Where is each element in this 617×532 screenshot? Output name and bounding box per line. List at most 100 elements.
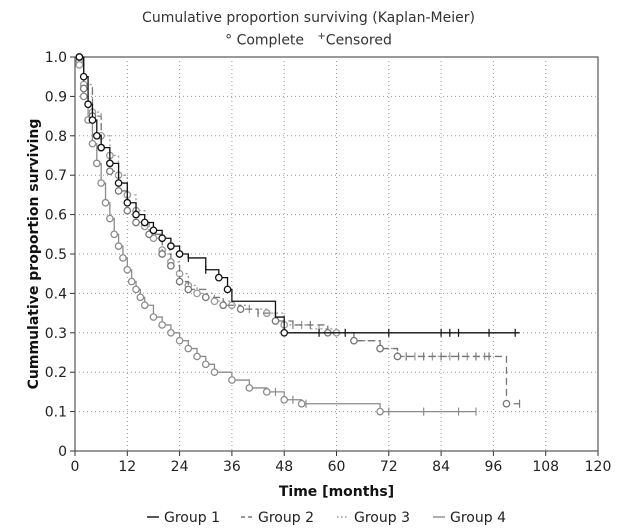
complete-marker	[88, 116, 97, 124]
complete-marker	[158, 250, 167, 258]
y-tick-label: 0.5	[45, 247, 67, 263]
x-tick-label: 72	[380, 459, 398, 475]
complete-marker	[79, 92, 88, 101]
x-tick-label: 36	[223, 459, 241, 475]
complete-marker	[228, 376, 236, 384]
complete-marker	[136, 293, 145, 302]
legend-item-3: Group 3	[337, 510, 410, 526]
complete-marker	[149, 226, 158, 235]
complete-marker	[114, 242, 123, 250]
complete-marker	[132, 210, 140, 219]
complete-marker	[92, 131, 101, 140]
complete-marker	[280, 328, 289, 337]
complete-marker	[97, 143, 106, 152]
y-tick-label: 0.6	[45, 208, 67, 224]
complete-marker	[158, 234, 167, 243]
x-tick-label: 0	[71, 459, 80, 475]
x-tick-label: 60	[328, 459, 346, 475]
complete-marker	[223, 285, 232, 294]
complete-marker	[75, 53, 84, 61]
x-tick-label: 84	[432, 459, 450, 475]
complete-marker	[175, 277, 184, 286]
complete-marker	[123, 198, 132, 207]
chart-title: Cumulative proportion surviving (Kaplan-…	[142, 10, 475, 26]
x-axis-title: Time [months]	[279, 484, 394, 500]
complete-marker	[106, 214, 114, 223]
complete-marker: °	[225, 32, 233, 49]
legend-item-1: Group 1	[147, 510, 220, 526]
complete-marker	[84, 100, 92, 109]
complete-marker	[106, 159, 114, 168]
complete-marker	[101, 198, 110, 207]
legend-label: Group 3	[354, 510, 410, 526]
complete-marker	[92, 159, 101, 168]
series-group-1	[75, 53, 520, 337]
complete-marker	[193, 289, 201, 298]
complete-marker	[167, 328, 175, 337]
legend-label: Group 4	[450, 510, 506, 526]
complete-marker	[132, 285, 140, 294]
complete-marker	[201, 293, 210, 302]
complete-marker	[175, 336, 184, 345]
censored-marker: +	[317, 31, 326, 42]
complete-marker	[114, 187, 123, 195]
complete-marker	[175, 250, 184, 258]
complete-marker	[149, 313, 158, 321]
complete-marker	[123, 265, 132, 274]
complete-marker	[88, 139, 97, 148]
y-tick-label: 0.4	[45, 286, 67, 302]
complete-marker	[393, 352, 402, 361]
x-tick-label: 12	[118, 459, 136, 475]
series-group-4	[75, 57, 477, 416]
complete-marker	[350, 336, 358, 345]
complete-marker	[110, 230, 119, 239]
complete-marker	[236, 305, 245, 314]
y-tick-label: 0.2	[45, 365, 67, 381]
censored-label: Censored	[325, 32, 392, 49]
complete-marker	[75, 61, 84, 69]
complete-marker	[210, 368, 219, 377]
y-tick-label: 0.9	[45, 89, 67, 105]
complete-marker	[280, 395, 289, 404]
complete-marker	[184, 285, 193, 294]
legend-label: Group 2	[258, 510, 314, 526]
complete-label: Complete	[236, 32, 305, 49]
y-tick-label: 0.7	[45, 168, 67, 184]
x-tick-label: 24	[171, 459, 189, 475]
complete-marker	[140, 218, 149, 227]
complete-marker	[262, 388, 271, 396]
complete-marker	[271, 317, 280, 325]
survival-curve	[79, 64, 494, 358]
x-tick-label: 108	[532, 459, 559, 475]
complete-marker	[193, 352, 201, 361]
complete-marker	[376, 407, 384, 416]
legend-item-4: Group 4	[433, 510, 506, 526]
complete-marker	[167, 261, 175, 270]
complete-marker	[158, 321, 167, 329]
complete-marker	[210, 297, 219, 306]
complete-marker	[132, 218, 140, 227]
complete-marker	[245, 384, 254, 392]
complete-marker	[376, 344, 384, 353]
complete-marker	[79, 72, 88, 81]
complete-marker	[79, 84, 88, 93]
legend-label: Group 1	[164, 510, 220, 526]
y-tick-label: 1.0	[45, 50, 67, 66]
chart-subtitle: ° Complete +Censored	[0, 28, 617, 50]
complete-marker	[106, 167, 114, 176]
complete-marker	[97, 179, 106, 187]
complete-marker	[214, 273, 223, 282]
y-tick-label: 0.1	[45, 405, 67, 421]
complete-marker	[140, 301, 149, 310]
complete-marker	[184, 344, 193, 353]
y-axis-title: Cummulative proportion surviving	[26, 119, 42, 390]
complete-marker	[219, 301, 228, 310]
complete-marker	[167, 242, 175, 250]
legend-item-2: Group 2	[241, 510, 314, 526]
y-tick-label: 0.8	[45, 129, 67, 145]
complete-marker	[127, 277, 136, 286]
complete-marker	[119, 254, 127, 262]
x-tick-label: 48	[275, 459, 293, 475]
